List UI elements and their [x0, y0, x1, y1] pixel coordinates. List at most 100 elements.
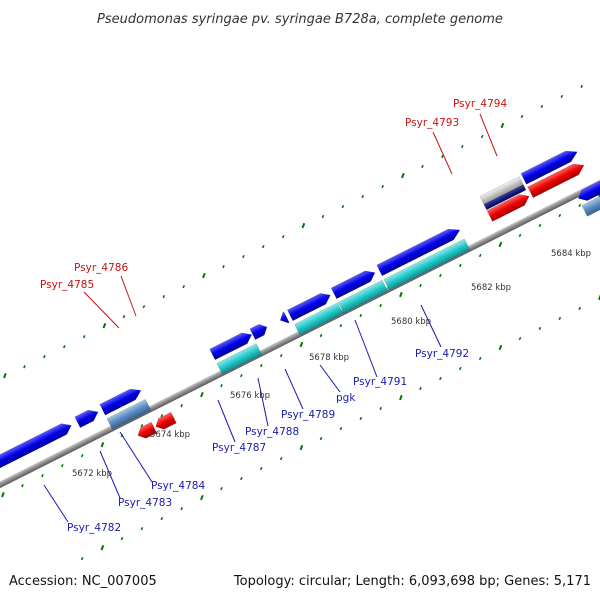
cds-psyr-4783[interactable]: [74, 407, 101, 428]
cds-psyr-4786[interactable]: [153, 411, 177, 432]
leader-line: [479, 113, 498, 157]
map-title: Pseudomonas syringae pv. syringae B728a,…: [97, 12, 503, 27]
leader-line: [432, 131, 453, 175]
scale-label: 5672 kbp: [72, 469, 112, 479]
tick-mark: [538, 326, 542, 331]
tick-mark: [321, 214, 325, 219]
cds-psyr-4787[interactable]: [209, 329, 255, 361]
gene-label-psyr-4789[interactable]: Psyr_4789: [281, 409, 335, 421]
tick-mark: [299, 341, 304, 348]
cds-psyr-4785[interactable]: [135, 421, 158, 441]
tick-mark: [361, 194, 365, 199]
tick-mark: [578, 203, 582, 208]
gene-label-psyr-4784[interactable]: Psyr_4784: [151, 480, 205, 492]
leader-line: [217, 399, 236, 443]
cds-pgk[interactable]: [287, 290, 333, 322]
cds-psyr-4794[interactable]: [520, 147, 580, 185]
tick-mark: [339, 323, 343, 328]
leader-line: [354, 319, 378, 378]
tick-mark: [140, 527, 144, 531]
tick-mark: [140, 424, 144, 428]
scale-labels: 5672 kbp 5674 kbp 5676 kbp 5678 kbp 5680…: [72, 249, 591, 479]
gene-label-psyr-4792[interactable]: Psyr_4792: [415, 348, 469, 360]
gene-label-psyr-4791[interactable]: Psyr_4791: [353, 376, 407, 388]
scale-label: 5684 kbp: [551, 249, 591, 259]
pseudo-psyr-4783[interactable]: [106, 398, 152, 430]
tick-mark: [401, 172, 405, 179]
gene-label-psyr-4793[interactable]: Psyr_4793: [405, 117, 459, 129]
tick-mark: [439, 273, 442, 278]
tick-mark: [100, 544, 105, 551]
cds-psyr-4782[interactable]: [0, 420, 74, 492]
tick-mark: [259, 466, 263, 471]
tick-mark: [160, 413, 164, 418]
tick-mark: [122, 315, 126, 319]
tick-mark: [21, 484, 24, 488]
cds-psyr-4789[interactable]: [278, 311, 290, 326]
tick-mark: [439, 376, 442, 381]
tick-mark: [80, 557, 84, 561]
tick-mark: [480, 134, 484, 139]
tick-mark: [80, 454, 84, 458]
rna-psyr-4787[interactable]: [216, 343, 262, 375]
rna-psyr-4791[interactable]: [338, 279, 388, 314]
cds-psyr-4788[interactable]: [249, 322, 270, 340]
tick-mark: [62, 345, 66, 349]
tick-mark: [100, 441, 105, 448]
tick-mark: [381, 184, 385, 189]
gene-psyr-4793-navy[interactable]: [483, 184, 527, 211]
tick-mark: [120, 537, 124, 541]
tick-mark: [500, 122, 505, 129]
tick-mark: [421, 164, 424, 169]
cds-psyr-4791[interactable]: [330, 267, 377, 300]
cds-psyr-4784[interactable]: [99, 385, 144, 416]
tick-mark: [200, 391, 204, 398]
tick-mark: [458, 263, 462, 268]
leader-line: [284, 368, 304, 410]
gene-label-psyr-4782[interactable]: Psyr_4782: [67, 522, 121, 534]
tick-mark: [359, 313, 363, 318]
tick-mark: [460, 144, 464, 149]
tick-mark: [518, 233, 522, 238]
tick-mark: [379, 406, 383, 411]
scale-label: 5676 kbp: [230, 391, 270, 401]
tick-mark: [23, 365, 26, 369]
gene-label-psyr-4783[interactable]: Psyr_4783: [118, 497, 172, 509]
gene-label-psyr-4788[interactable]: Psyr_4788: [245, 426, 299, 438]
leader-line: [119, 431, 153, 483]
tick-mark: [478, 253, 482, 258]
cds-psyr-4795[interactable]: [576, 174, 600, 204]
tick-mark: [560, 94, 564, 99]
tick-mark: [160, 516, 164, 521]
tick-mark: [240, 476, 243, 481]
tick-mark: [259, 363, 263, 368]
pseudo-psyr-4795[interactable]: [581, 187, 600, 217]
gene-features: [0, 147, 600, 492]
tick-mark: [478, 356, 482, 361]
cds-psyr-4794b[interactable]: [527, 160, 587, 198]
cds-psyr-4792[interactable]: [376, 225, 463, 277]
gene-label-psyr-4787[interactable]: Psyr_4787: [212, 442, 266, 454]
gene-labels: Psyr_4782 Psyr_4783 Psyr_4784 Psyr_4785 …: [40, 98, 507, 534]
genome-stats-text: Topology: circular; Length: 6,093,698 bp…: [233, 574, 591, 589]
tick-mark: [538, 223, 542, 228]
gene-label-psyr-4785[interactable]: Psyr_4785: [40, 279, 94, 291]
tick-mark: [580, 84, 584, 89]
tick-mark: [102, 322, 107, 329]
tick-mark: [180, 403, 184, 408]
tick-mark: [319, 333, 323, 338]
tick-mark: [82, 335, 86, 339]
cds-psyr-4793[interactable]: [486, 191, 532, 222]
gene-label-psyr-4786[interactable]: Psyr_4786: [74, 262, 128, 274]
tick-mark: [419, 283, 422, 288]
gene-label-pgk[interactable]: pgk: [336, 392, 356, 404]
tick-mark: [180, 506, 184, 511]
scale-label: 5678 kbp: [309, 353, 349, 363]
gene-label-psyr-4794[interactable]: Psyr_4794: [453, 98, 507, 110]
tick-mark: [242, 254, 245, 259]
rna-pgk[interactable]: [294, 302, 344, 336]
tick-mark: [458, 366, 462, 371]
rna-psyr-4792[interactable]: [383, 238, 471, 291]
tick-mark: [341, 204, 345, 209]
